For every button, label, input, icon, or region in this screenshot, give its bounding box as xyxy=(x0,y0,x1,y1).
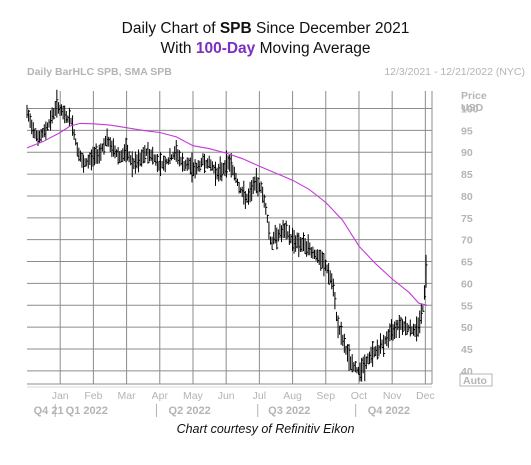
chart-credit: Chart courtesy of Refinitiv Eikon xyxy=(176,422,355,436)
ticker-symbol: SPB xyxy=(219,20,252,37)
x-tick-label: Apr xyxy=(152,390,169,402)
y-tick-label: 50 xyxy=(461,322,473,334)
x-tick-label: Sep xyxy=(316,390,335,402)
x-tick-label: Jan xyxy=(52,390,69,402)
chart-series-header: Daily BarHLC SPB, SMA SPB xyxy=(27,66,172,78)
y-tick-label: 100 xyxy=(461,103,479,115)
x-tick-label: Nov xyxy=(383,390,402,402)
auto-scale-label: Auto xyxy=(463,375,487,387)
x-tick-label: May xyxy=(183,390,204,402)
y-tick-label: 90 xyxy=(461,147,473,159)
quarter-label: Q4 21 xyxy=(34,405,64,417)
quarter-label: Q3 2022 xyxy=(268,405,310,417)
x-tick-label: Jun xyxy=(218,390,235,402)
y-tick-label: 75 xyxy=(461,213,473,225)
quarter-label: Q1 2022 xyxy=(66,405,108,417)
chart-date-range: 12/3/2021 - 12/21/2022 (NYC) xyxy=(384,66,525,78)
x-tick-label: Mar xyxy=(118,390,137,402)
y-tick-label: 95 xyxy=(461,125,473,137)
y-axis-title: Price xyxy=(461,90,487,102)
x-tick-label: Dec xyxy=(416,390,435,402)
x-tick-label: Aug xyxy=(283,390,302,402)
y-tick-label: 80 xyxy=(461,191,473,203)
sma-100-line xyxy=(26,122,428,306)
moving-average-label: 100-Day xyxy=(195,40,256,57)
y-tick-label: 85 xyxy=(461,169,473,181)
y-tick-label: 70 xyxy=(461,235,473,247)
x-tick-label: Feb xyxy=(84,390,102,402)
y-axis-title: USD xyxy=(461,102,484,114)
y-tick-label: 65 xyxy=(461,257,473,269)
chart-title-line2: With 100-Day Moving Average xyxy=(160,40,371,57)
x-tick-label: Jul xyxy=(253,390,266,402)
x-tick-label: Oct xyxy=(351,390,367,402)
auto-scale-box xyxy=(459,373,493,387)
quarter-label: Q2 2022 xyxy=(169,405,211,417)
y-tick-label: 40 xyxy=(461,366,473,378)
y-tick-label: 45 xyxy=(461,344,473,356)
quarter-label: Q4 2022 xyxy=(368,405,410,417)
y-tick-label: 55 xyxy=(461,300,473,312)
y-tick-label: 60 xyxy=(461,278,473,290)
chart-title-line1: Daily Chart of SPB Since December 2021 xyxy=(121,20,410,37)
